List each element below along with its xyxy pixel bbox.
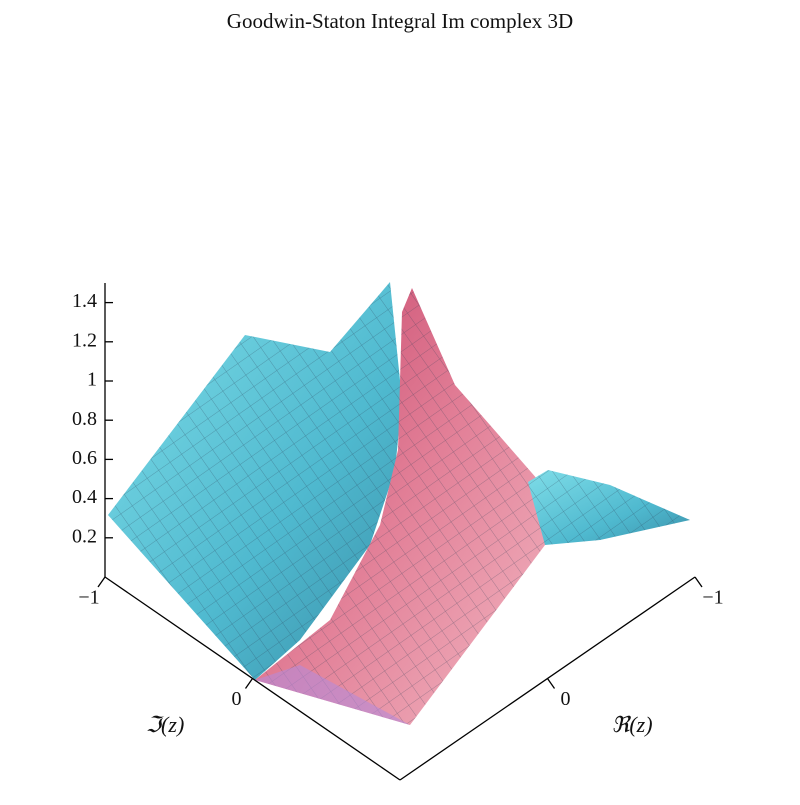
chart-title: Goodwin-Staton Integral Im complex 3D (227, 9, 573, 33)
x-tick-label: 0 (561, 688, 571, 710)
x-tick (546, 678, 556, 689)
y-tick-label: −1 (78, 587, 99, 609)
x-axis-label: ℜ(z) (611, 712, 652, 737)
y-axis-label: ℑ(z) (146, 712, 185, 737)
y-tick-label: 0 (232, 688, 242, 710)
z-tick-label: 1 (87, 369, 97, 391)
z-tick-label: 0.6 (72, 447, 97, 469)
y-tick (244, 678, 254, 689)
z-tick-label: 0.4 (72, 486, 97, 508)
z-tick-label: 0.8 (72, 408, 97, 430)
x-tick (694, 576, 703, 588)
z-tick-label: 1.4 (72, 290, 97, 312)
z-tick-label: 1.2 (72, 329, 97, 351)
z-tick-label: 0.2 (72, 525, 97, 547)
y-tick (97, 576, 106, 588)
surface (108, 282, 690, 725)
x-tick-label: −1 (702, 587, 723, 609)
